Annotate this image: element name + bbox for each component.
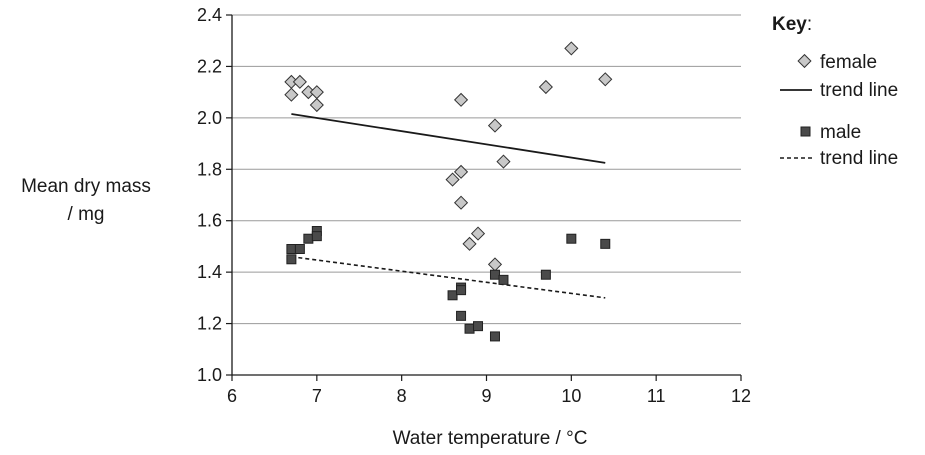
female-point <box>453 92 469 107</box>
male-point <box>464 323 475 334</box>
x-tick-label: 7 <box>312 386 322 406</box>
y-tick-label: 2.0 <box>197 108 222 128</box>
x-tick-label: 10 <box>561 386 581 406</box>
female-point <box>309 97 324 113</box>
female-point <box>470 226 486 241</box>
male-point <box>473 321 484 332</box>
x-tick-label: 8 <box>397 386 407 406</box>
y-tick-label: 2.2 <box>197 56 222 76</box>
female-point <box>487 257 503 272</box>
x-tick-label: 6 <box>227 386 237 406</box>
x-tick-labels: 6 7 8 9 10 11 12 <box>227 386 751 406</box>
legend-female-label: female <box>820 52 877 73</box>
legend-title-word: Key <box>772 14 807 35</box>
y-tick-label: 1.2 <box>197 314 222 334</box>
female-trend-line <box>291 113 606 164</box>
male-point <box>286 254 297 265</box>
legend-female-trend-label: trend line <box>820 80 898 101</box>
y-axis-label-line-2: / mg <box>68 204 105 225</box>
female-point <box>564 41 579 56</box>
legend-male-marker <box>800 126 811 137</box>
female-point <box>284 74 299 89</box>
female-point <box>538 79 553 95</box>
legend-female-marker <box>797 53 812 69</box>
female-point <box>462 236 477 251</box>
male-point <box>311 231 322 242</box>
x-tick-label: 12 <box>731 386 751 406</box>
female-point <box>292 74 307 89</box>
male-point <box>286 244 297 254</box>
y-tick-label: 1.8 <box>197 159 222 179</box>
female-point <box>496 154 511 169</box>
x-tick-label: 11 <box>647 386 666 406</box>
trend-lines <box>291 113 606 299</box>
male-point <box>456 310 467 321</box>
legend-title-colon: : <box>807 14 812 35</box>
grid-lines <box>232 14 741 325</box>
male-point <box>447 290 458 301</box>
y-axis-label-line-1: Mean dry mass <box>21 176 151 197</box>
male-point <box>498 274 509 285</box>
male-point <box>489 331 500 342</box>
female-point <box>284 87 299 102</box>
female-point <box>445 172 460 187</box>
x-axis-label: Water temperature / °C <box>393 428 588 449</box>
female-point <box>453 195 469 210</box>
y-tick-label: 1.4 <box>197 262 222 282</box>
male-point <box>303 233 314 244</box>
female-point <box>301 85 316 100</box>
female-point <box>598 72 613 87</box>
legend-male-trend-label: trend line <box>820 148 898 169</box>
male-point <box>489 269 500 280</box>
y-tick-label: 1.6 <box>197 211 222 231</box>
y-tick-label: 1.0 <box>197 365 222 385</box>
legend-title: Key: <box>772 14 812 35</box>
axes <box>226 14 742 381</box>
male-point <box>294 244 305 254</box>
female-point <box>487 118 503 133</box>
x-tick-label: 9 <box>481 386 491 406</box>
female-point <box>309 85 324 100</box>
legend-male-label: male <box>820 122 861 143</box>
y-tick-label: 2.4 <box>197 5 222 25</box>
male-trend-line <box>291 255 606 299</box>
data-points <box>284 41 613 342</box>
male-point <box>600 238 611 249</box>
male-point <box>566 233 577 244</box>
legend: Key: female trend line male trend line <box>772 14 898 169</box>
y-tick-labels: 1.0 1.2 1.4 1.6 1.8 2.0 2.2 2.4 <box>197 5 222 385</box>
male-point <box>456 285 467 296</box>
female-point <box>453 164 469 179</box>
male-point <box>540 269 551 280</box>
